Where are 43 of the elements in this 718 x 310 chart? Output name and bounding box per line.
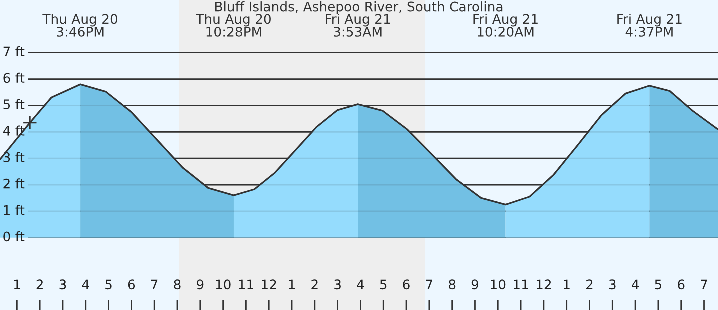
annotation: Fri Aug 21 3:53AM (326, 14, 390, 37)
x-tick-label: 9 (197, 280, 204, 290)
x-tick-label: 3 (334, 280, 341, 290)
x-tick-label: 5 (655, 280, 662, 290)
annotation: Thu Aug 20 10:28PM (196, 14, 271, 37)
y-tick-label: 6 ft (4, 72, 25, 84)
x-tick-label: 7 (151, 280, 158, 290)
x-tick-label: 3 (60, 280, 66, 290)
x-tick-label: 8 (449, 280, 456, 290)
x-tick-label: 10 (491, 280, 506, 290)
x-tick-label: 6 (403, 280, 410, 290)
annotation: Fri Aug 21 4:37PM (618, 14, 682, 37)
x-tick-label: 11 (514, 280, 528, 290)
y-tick-label: 1 ft (4, 205, 25, 216)
x-tick-label: 6 (678, 280, 685, 290)
x-tick-label: 11 (239, 280, 254, 290)
x-tick-label: 10 (216, 280, 231, 290)
x-tick-label: 12 (536, 280, 552, 290)
x-tick-label: 7 (701, 280, 708, 290)
y-tick-label: 7 ft (4, 46, 25, 56)
x-tick-label: 5 (380, 280, 387, 290)
y-tick-label: 5 ft (4, 99, 25, 110)
x-tick-label: 4 (357, 280, 364, 290)
x-tick-label: 1 (289, 280, 295, 290)
annotation: Fri Aug 21 10:20AM (474, 14, 538, 37)
x-tick-label: 1 (564, 280, 570, 290)
x-tick-label: 9 (472, 280, 478, 290)
x-tick-label: 6 (128, 280, 136, 290)
x-tick-label: 12 (262, 280, 276, 290)
x-tick-label: 2 (586, 280, 593, 290)
annotation: Thu Aug 20 3:46PM (42, 14, 118, 37)
x-tick-label: 4 (82, 280, 90, 290)
y-tick-label: 0 ft (4, 231, 25, 242)
x-tick-label: 4 (632, 280, 640, 290)
x-tick-label: 1 (14, 280, 20, 290)
x-tick-label: 7 (426, 280, 432, 290)
x-tick-label: 3 (609, 280, 616, 290)
x-tick-label: 2 (36, 280, 43, 290)
x-tick-label: 5 (106, 280, 112, 290)
y-tick-label: 2 ft (4, 178, 25, 189)
chart-title: Bluff Islands, Ashepoo River, South Carolina (216, 2, 503, 14)
x-tick-label: 2 (312, 280, 318, 290)
x-tick-label: 8 (174, 280, 181, 290)
